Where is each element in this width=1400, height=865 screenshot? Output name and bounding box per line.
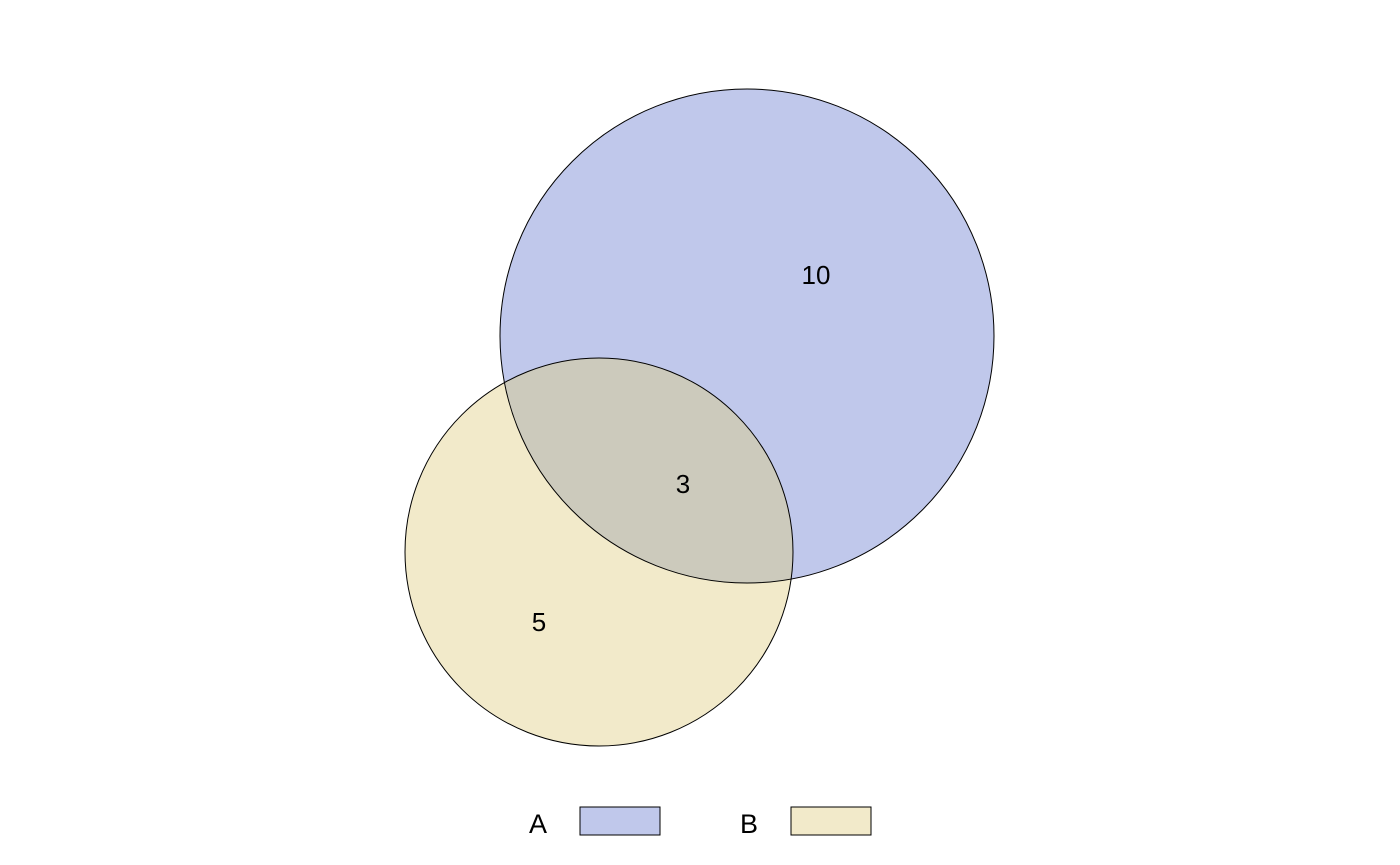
b-only-count: 5 xyxy=(532,607,546,637)
a-only-count: 10 xyxy=(802,260,831,290)
legend-swatch-a xyxy=(579,806,661,836)
legend-item-b: B xyxy=(740,806,872,839)
legend-swatch-b xyxy=(790,806,872,836)
legend-item-a: A xyxy=(529,806,661,839)
legend: A B xyxy=(529,806,872,839)
legend-label-a: A xyxy=(529,809,547,839)
intersection-count: 3 xyxy=(676,469,690,499)
set-b-outline xyxy=(404,357,794,747)
set-a-outline xyxy=(499,88,995,584)
legend-label-b: B xyxy=(740,809,758,839)
